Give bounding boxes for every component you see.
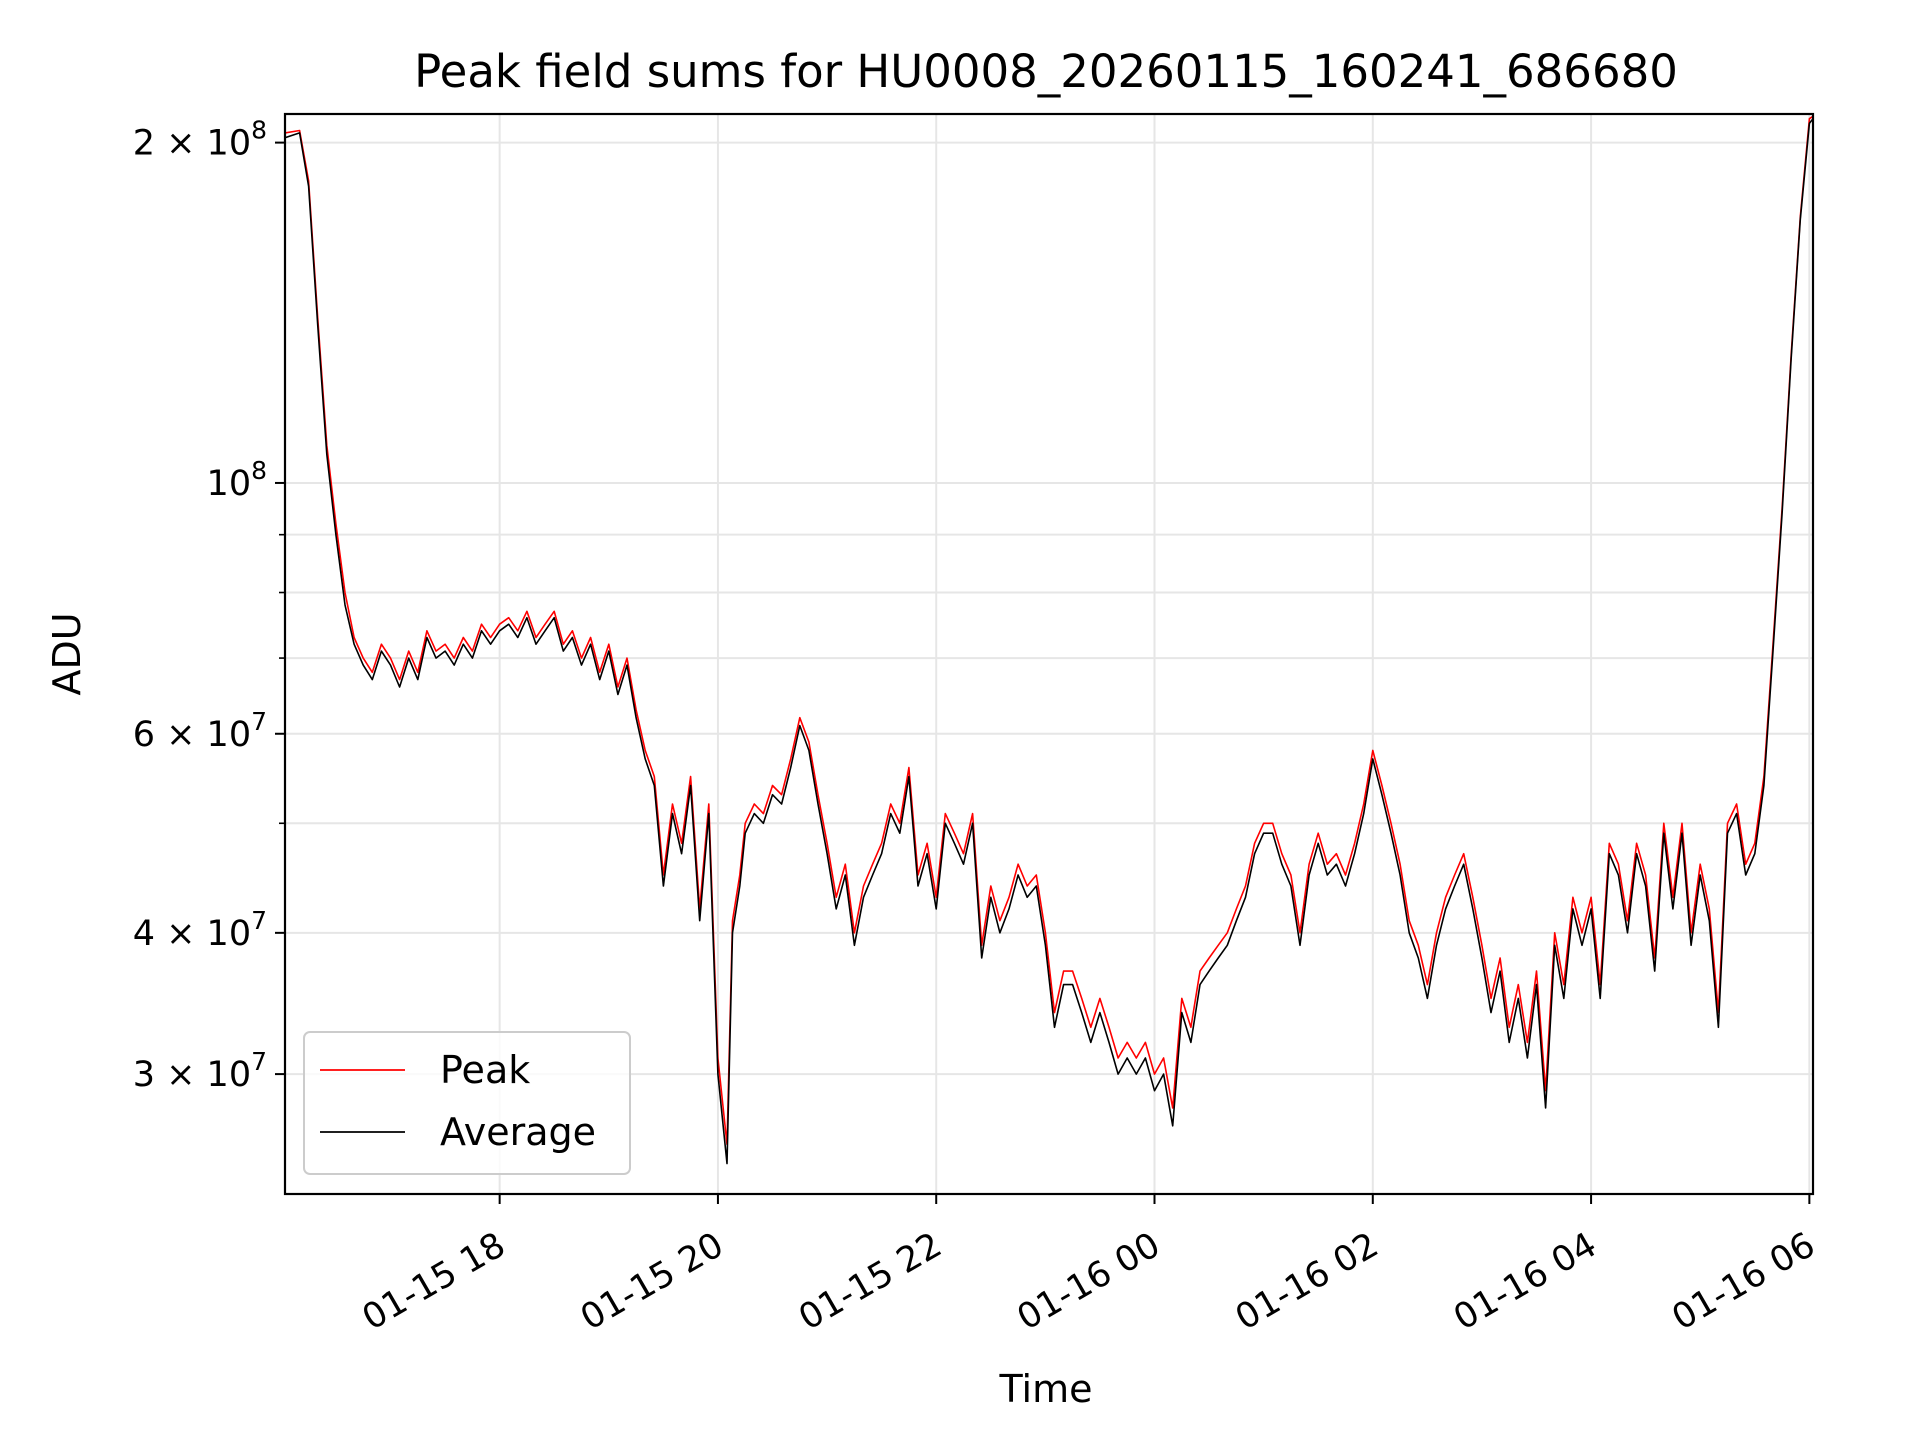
y-tick-label: 6 × 107 — [133, 707, 267, 755]
y-tick-label: 4 × 107 — [133, 906, 267, 954]
series-line-average — [285, 118, 1813, 1165]
plot-frame — [283, 112, 1815, 1196]
y-axis-title: ADU — [45, 612, 89, 695]
chart-title: Peak field sums for HU0008_20260115_1602… — [414, 45, 1678, 98]
y-axis: 3 × 107 4 × 107 6 × 107 108 2 × 108 — [133, 116, 285, 1095]
legend-box — [303, 1031, 631, 1175]
y-tick-label: 3 × 107 — [133, 1047, 267, 1095]
legend: Peak Average — [303, 1031, 631, 1175]
series-layer — [285, 115, 1813, 1165]
grid — [285, 114, 1813, 1194]
legend-label-average: Average — [440, 1110, 596, 1154]
x-axis-title: Time — [999, 1367, 1093, 1411]
y-tick-label: 2 × 108 — [133, 116, 267, 164]
series-line-peak — [285, 115, 1813, 1146]
legend-label-peak: Peak — [440, 1048, 530, 1092]
y-tick-label: 108 — [207, 456, 267, 504]
